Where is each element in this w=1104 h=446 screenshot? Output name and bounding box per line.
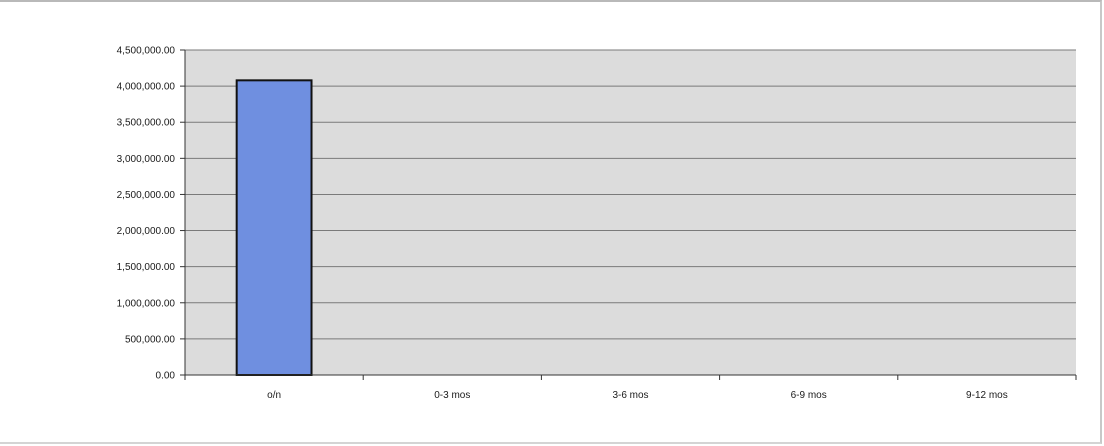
y-tick-label: 4,000,000.00: [117, 82, 176, 93]
gridlines: [185, 49, 1076, 340]
x-axis-ticks: o/n 0-3 mos 3-6 mos 6-9 mos 9-12 mos: [184, 375, 1077, 401]
x-tick-label: 6-9 mos: [791, 390, 827, 401]
x-tick-label: 3-6 mos: [612, 390, 648, 401]
bar-o-n: [235, 79, 313, 376]
y-tick-label: 0.00: [156, 371, 176, 382]
y-axis-ticks: 0.00 500,000.00 1,000,000.00 1,500,000.00 2,…: [117, 46, 185, 382]
x-tick-label: o/n: [267, 390, 281, 401]
y-tick-label: 3,500,000.00: [117, 118, 176, 129]
bars: [235, 79, 313, 376]
y-tick-label: 3,000,000.00: [117, 154, 176, 165]
y-tick-label: 500,000.00: [125, 334, 175, 345]
x-tick-label: 0-3 mos: [434, 390, 470, 401]
y-tick-label: 2,000,000.00: [117, 226, 176, 237]
x-tick-label: 9-12 mos: [966, 390, 1008, 401]
y-tick-label: 2,500,000.00: [117, 190, 176, 201]
y-tick-label: 1,500,000.00: [117, 262, 176, 273]
plot-area: [185, 50, 1076, 375]
y-tick-label: 4,500,000.00: [117, 46, 176, 57]
y-tick-label: 1,000,000.00: [117, 298, 176, 309]
